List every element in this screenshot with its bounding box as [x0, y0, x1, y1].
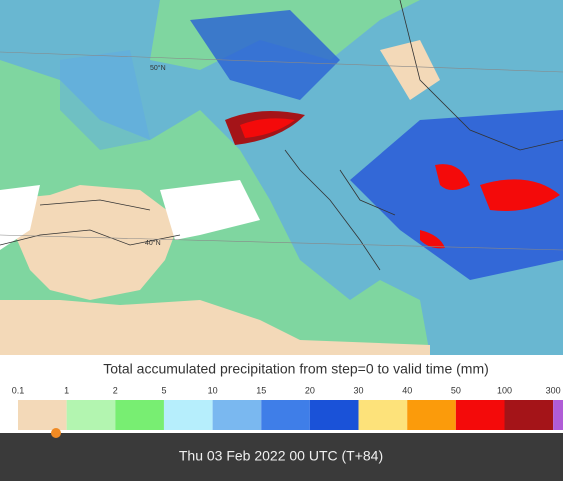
- legend: 0.1 1 2 5 10 15 20 30 40 50 100 300: [12, 385, 563, 430]
- legend-threshold: 2: [113, 385, 118, 395]
- legend-swatch: [407, 400, 456, 430]
- legend-threshold: 20: [305, 385, 315, 395]
- legend-swatch: [358, 400, 408, 430]
- coastlines: [0, 0, 563, 271]
- legend-threshold: 5: [161, 385, 166, 395]
- footer-bar: [0, 433, 563, 481]
- legend-swatch: [66, 400, 116, 430]
- timeline-marker: [51, 428, 61, 438]
- legend-title: Total accumulated precipitation from ste…: [103, 361, 489, 377]
- legend-swatch: [163, 400, 213, 430]
- latitude-label: 50°N: [150, 64, 166, 72]
- valid-time: Thu 03 Feb 2022 00 UTC (T+84): [179, 448, 383, 464]
- latitude-label: 40°N: [145, 239, 161, 247]
- legend-threshold: 0.1: [12, 385, 25, 395]
- legend-swatch: [309, 400, 359, 430]
- legend-swatch: [504, 400, 554, 430]
- legend-swatch: [455, 400, 505, 430]
- legend-swatch: [115, 400, 164, 430]
- legend-threshold: 10: [208, 385, 218, 395]
- graticule: [0, 51, 563, 251]
- legend-swatch: [553, 400, 563, 430]
- legend-threshold: 1: [64, 385, 69, 395]
- legend-swatch: [212, 400, 262, 430]
- legend-swatch: [261, 400, 310, 430]
- legend-threshold: 300: [546, 385, 561, 395]
- legend-threshold: 40: [402, 385, 412, 395]
- legend-threshold: 30: [354, 385, 364, 395]
- precipitation-map: 50°N 40°N: [0, 0, 563, 355]
- legend-threshold: 50: [451, 385, 461, 395]
- legend-threshold: 15: [256, 385, 266, 395]
- legend-threshold: 100: [497, 385, 512, 395]
- legend-swatch: [18, 400, 67, 430]
